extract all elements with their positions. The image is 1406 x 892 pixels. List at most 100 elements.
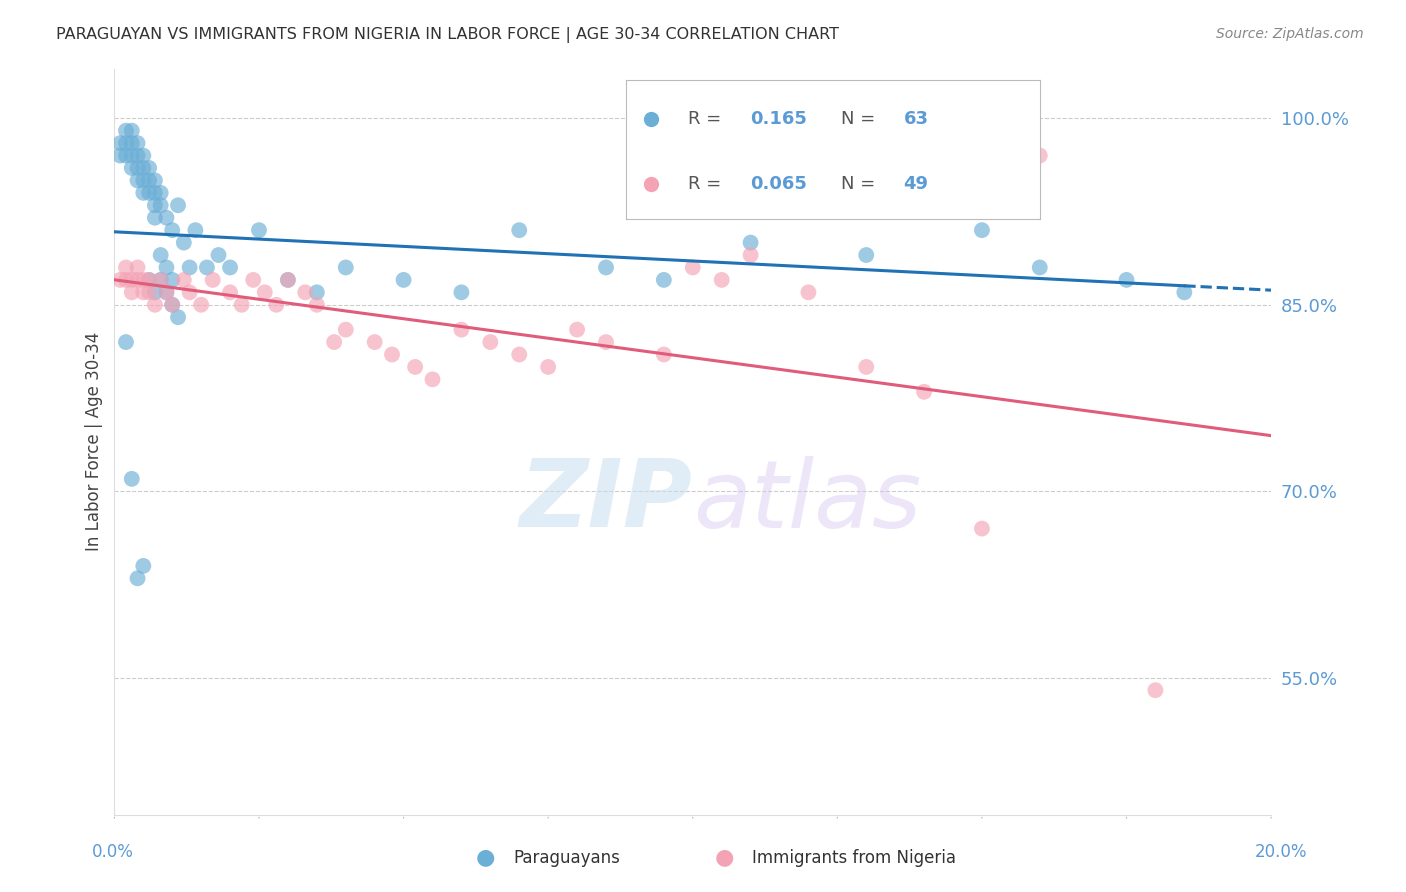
Point <box>242 273 264 287</box>
Text: ●: ● <box>714 847 734 867</box>
Point <box>595 334 617 349</box>
Point <box>127 273 149 287</box>
Point <box>201 273 224 287</box>
Point <box>121 124 143 138</box>
Point <box>363 334 385 349</box>
Point <box>138 285 160 300</box>
Point <box>132 273 155 287</box>
Point <box>231 298 253 312</box>
Point <box>115 124 138 138</box>
Point <box>195 260 218 275</box>
Point <box>132 558 155 573</box>
Point <box>1029 260 1052 275</box>
Point <box>277 273 299 287</box>
Text: 20.0%: 20.0% <box>1256 843 1308 861</box>
Point <box>652 347 675 361</box>
Point <box>108 148 131 162</box>
Point <box>143 211 166 225</box>
Point <box>219 260 242 275</box>
Point <box>162 298 184 312</box>
Point <box>132 186 155 200</box>
Point <box>162 273 184 287</box>
Point <box>682 260 704 275</box>
Point <box>1029 148 1052 162</box>
Text: 0.165: 0.165 <box>751 110 807 128</box>
Point <box>115 136 138 150</box>
Point <box>138 273 160 287</box>
Point <box>207 248 229 262</box>
Text: Immigrants from Nigeria: Immigrants from Nigeria <box>752 849 956 867</box>
Point <box>740 248 762 262</box>
Point <box>184 223 207 237</box>
Point <box>121 273 143 287</box>
Point <box>450 285 472 300</box>
Point <box>121 148 143 162</box>
Point <box>1173 285 1195 300</box>
Point <box>479 334 502 349</box>
Text: 49: 49 <box>904 175 928 193</box>
Point <box>335 323 357 337</box>
Point <box>537 359 560 374</box>
Point <box>190 298 212 312</box>
Point <box>149 273 172 287</box>
Point <box>797 285 820 300</box>
Point <box>127 260 149 275</box>
Point <box>710 273 733 287</box>
Point <box>138 186 160 200</box>
Point <box>173 273 195 287</box>
Point <box>253 285 276 300</box>
Text: atlas: atlas <box>693 456 921 547</box>
Point <box>121 472 143 486</box>
Point <box>121 161 143 175</box>
Text: N =: N = <box>841 175 882 193</box>
Text: 63: 63 <box>904 110 928 128</box>
Point <box>450 323 472 337</box>
Point <box>127 161 149 175</box>
Point <box>138 173 160 187</box>
Text: Paraguayans: Paraguayans <box>513 849 620 867</box>
Point <box>155 285 177 300</box>
Point <box>173 235 195 250</box>
Point <box>138 161 160 175</box>
Text: ZIP: ZIP <box>520 455 693 547</box>
Point <box>115 260 138 275</box>
Text: PARAGUAYAN VS IMMIGRANTS FROM NIGERIA IN LABOR FORCE | AGE 30-34 CORRELATION CHA: PARAGUAYAN VS IMMIGRANTS FROM NIGERIA IN… <box>56 27 839 43</box>
Point <box>149 198 172 212</box>
Point <box>508 223 530 237</box>
Point <box>381 347 404 361</box>
Point <box>132 285 155 300</box>
Point <box>115 273 138 287</box>
Point <box>138 273 160 287</box>
Point <box>155 285 177 300</box>
Point <box>508 347 530 361</box>
Point <box>1144 683 1167 698</box>
Point <box>595 260 617 275</box>
Point <box>167 310 190 325</box>
Point <box>127 571 149 585</box>
Point <box>294 285 316 300</box>
Point <box>179 260 201 275</box>
Text: N =: N = <box>841 110 882 128</box>
Point <box>652 273 675 287</box>
Point <box>335 260 357 275</box>
Point <box>121 285 143 300</box>
Point <box>855 248 877 262</box>
Point <box>1115 273 1137 287</box>
Point <box>392 273 415 287</box>
Point <box>855 359 877 374</box>
Point <box>970 522 993 536</box>
Point <box>167 198 190 212</box>
Point <box>422 372 444 386</box>
Text: 0.0%: 0.0% <box>91 843 134 861</box>
Point <box>132 148 155 162</box>
Point <box>912 384 935 399</box>
Point <box>179 285 201 300</box>
Point <box>127 173 149 187</box>
Point <box>143 285 166 300</box>
Point <box>162 298 184 312</box>
Point <box>149 186 172 200</box>
Point <box>132 161 155 175</box>
Point <box>740 235 762 250</box>
Text: R =: R = <box>688 110 727 128</box>
Point <box>155 260 177 275</box>
